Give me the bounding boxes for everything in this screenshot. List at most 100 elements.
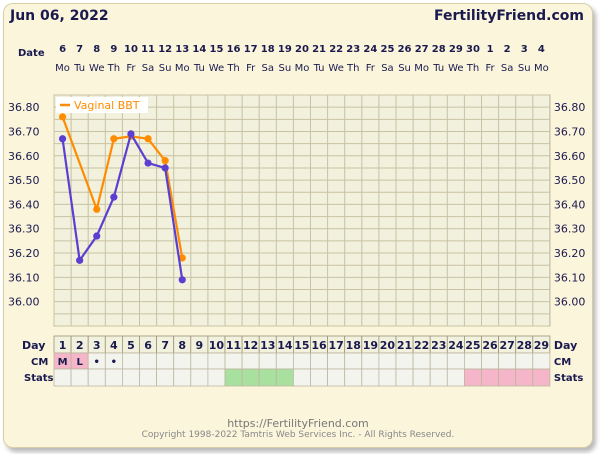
date-tick-label: 13	[175, 44, 189, 55]
weekday-tick-label: Mo	[534, 63, 549, 74]
date-row-label: Date	[18, 48, 45, 59]
y-tick-label-right: 36.80	[554, 101, 586, 114]
stats-cell	[344, 368, 363, 387]
y-tick-label-left: 36.50	[8, 174, 40, 187]
weekday-tick-label: Th	[346, 63, 359, 74]
stats-cell	[412, 368, 431, 387]
footer-url[interactable]: https://FertilityFriend.com	[227, 417, 369, 430]
cycle-day-label: 29	[534, 339, 549, 352]
date-tick-label: 7	[76, 44, 83, 55]
cycle-day-label: 27	[499, 339, 514, 352]
cycle-day-label: 21	[397, 339, 412, 352]
date-tick-label: 16	[227, 44, 241, 55]
brand-name[interactable]: FertilityFriend.com	[434, 8, 584, 24]
y-tick-label-right: 36.40	[554, 198, 586, 211]
cycle-day-label: 26	[482, 339, 498, 352]
cycle-day-label: 12	[243, 339, 258, 352]
weekday-tick-label: Mo	[175, 63, 190, 74]
date-tick-label: 21	[312, 44, 326, 55]
weekday-tick-label: Tu	[313, 63, 325, 74]
cycle-day-label: 17	[328, 339, 343, 352]
cm-cell	[139, 352, 158, 370]
weekday-tick-label: Su	[518, 63, 531, 74]
y-tick-label-left: 36.10	[8, 271, 40, 284]
cm-cell	[224, 352, 243, 370]
date-tick-label: 6	[59, 44, 66, 55]
y-tick-label-left: 36.40	[8, 198, 40, 211]
weekday-tick-label: We	[448, 63, 463, 74]
cm-cell	[327, 352, 346, 370]
weekday-tick-label: Tu	[432, 63, 444, 74]
cycle-day-label: 20	[380, 339, 396, 352]
date-tick-label: 15	[209, 44, 223, 55]
weekday-tick-label: Fr	[126, 63, 136, 74]
data-point	[110, 135, 118, 143]
plot-area	[53, 94, 551, 327]
stats-cell	[207, 368, 226, 387]
stats-cell	[463, 368, 482, 387]
cycle-day-label: 1	[59, 339, 67, 352]
data-point	[93, 232, 101, 240]
stats-cell	[395, 368, 414, 387]
stats-cell	[104, 368, 123, 387]
stats-cell	[498, 368, 517, 387]
stats-cell	[87, 368, 106, 387]
stats-cell	[429, 368, 448, 387]
weekday-tick-label: We	[89, 63, 104, 74]
cm-cell	[429, 352, 448, 370]
cycle-day-label: 6	[144, 339, 152, 352]
weekday-tick-label: Sa	[142, 63, 154, 74]
y-tick-label-left: 36.70	[8, 125, 40, 138]
date-tick-label: 18	[261, 44, 275, 55]
stats-cell	[173, 368, 192, 387]
y-tick-label-left: 36.30	[8, 223, 40, 236]
cycle-day-label: 23	[431, 339, 446, 352]
cycle-day-label: 9	[196, 339, 204, 352]
weekday-tick-label: Sa	[381, 63, 393, 74]
data-point	[161, 164, 169, 172]
date-tick-label: 25	[380, 44, 394, 55]
cm-value: M	[58, 357, 68, 368]
cycle-day-label: 13	[260, 339, 275, 352]
cm-cell	[515, 352, 534, 370]
y-tick-label-right: 36.50	[554, 174, 586, 187]
data-point	[178, 276, 186, 284]
weekday-tick-label: Mo	[295, 63, 310, 74]
data-point	[144, 159, 152, 167]
fertility-chart: Date 6Mo7Tu8We9Th10Fr11Sa12Su13Mo14Tu15We…	[8, 44, 586, 387]
data-point	[58, 113, 67, 121]
date-tick-label: 30	[466, 44, 480, 55]
cm-cell	[275, 352, 294, 370]
cycle-day-label: 4	[110, 339, 118, 352]
date-tick-label: 27	[415, 44, 429, 55]
cycle-day-label: 3	[93, 339, 101, 352]
date-tick-label: 14	[192, 44, 206, 55]
cm-cell	[532, 352, 551, 370]
stats-cell	[122, 368, 140, 387]
cm-cell	[173, 352, 192, 370]
cycle-day-label: 14	[277, 339, 293, 352]
cm-cell	[207, 352, 226, 370]
stats-cell	[156, 368, 175, 387]
cm-cell	[378, 352, 397, 370]
data-point	[58, 135, 67, 143]
y-tick-label-left: 36.00	[8, 296, 40, 309]
weekday-tick-label: Mo	[55, 63, 70, 74]
cycle-day-label: 28	[517, 339, 532, 352]
weekday-tick-label: We	[209, 63, 224, 74]
data-point	[76, 256, 84, 264]
weekday-tick-label: Tu	[193, 63, 205, 74]
cm-cell	[361, 352, 380, 370]
footer-copyright: Copyright 1998-2022 Tamtris Web Services…	[141, 430, 455, 440]
date-tick-label: 2	[504, 44, 511, 55]
cm-cell	[190, 352, 209, 370]
cycle-day-label: 16	[311, 339, 327, 352]
date-tick-label: 8	[93, 44, 100, 55]
weekday-tick-label: Fr	[246, 63, 256, 74]
cm-cell	[122, 352, 140, 370]
chart-card: Jun 06, 2022 FertilityFriend.com Date 6 Mo…	[3, 3, 593, 448]
chart-date: Jun 06, 2022	[10, 8, 109, 24]
stats-cell	[258, 368, 277, 387]
cycle-day-label: 11	[226, 339, 241, 352]
y-tick-label-right: 36.30	[554, 223, 586, 236]
